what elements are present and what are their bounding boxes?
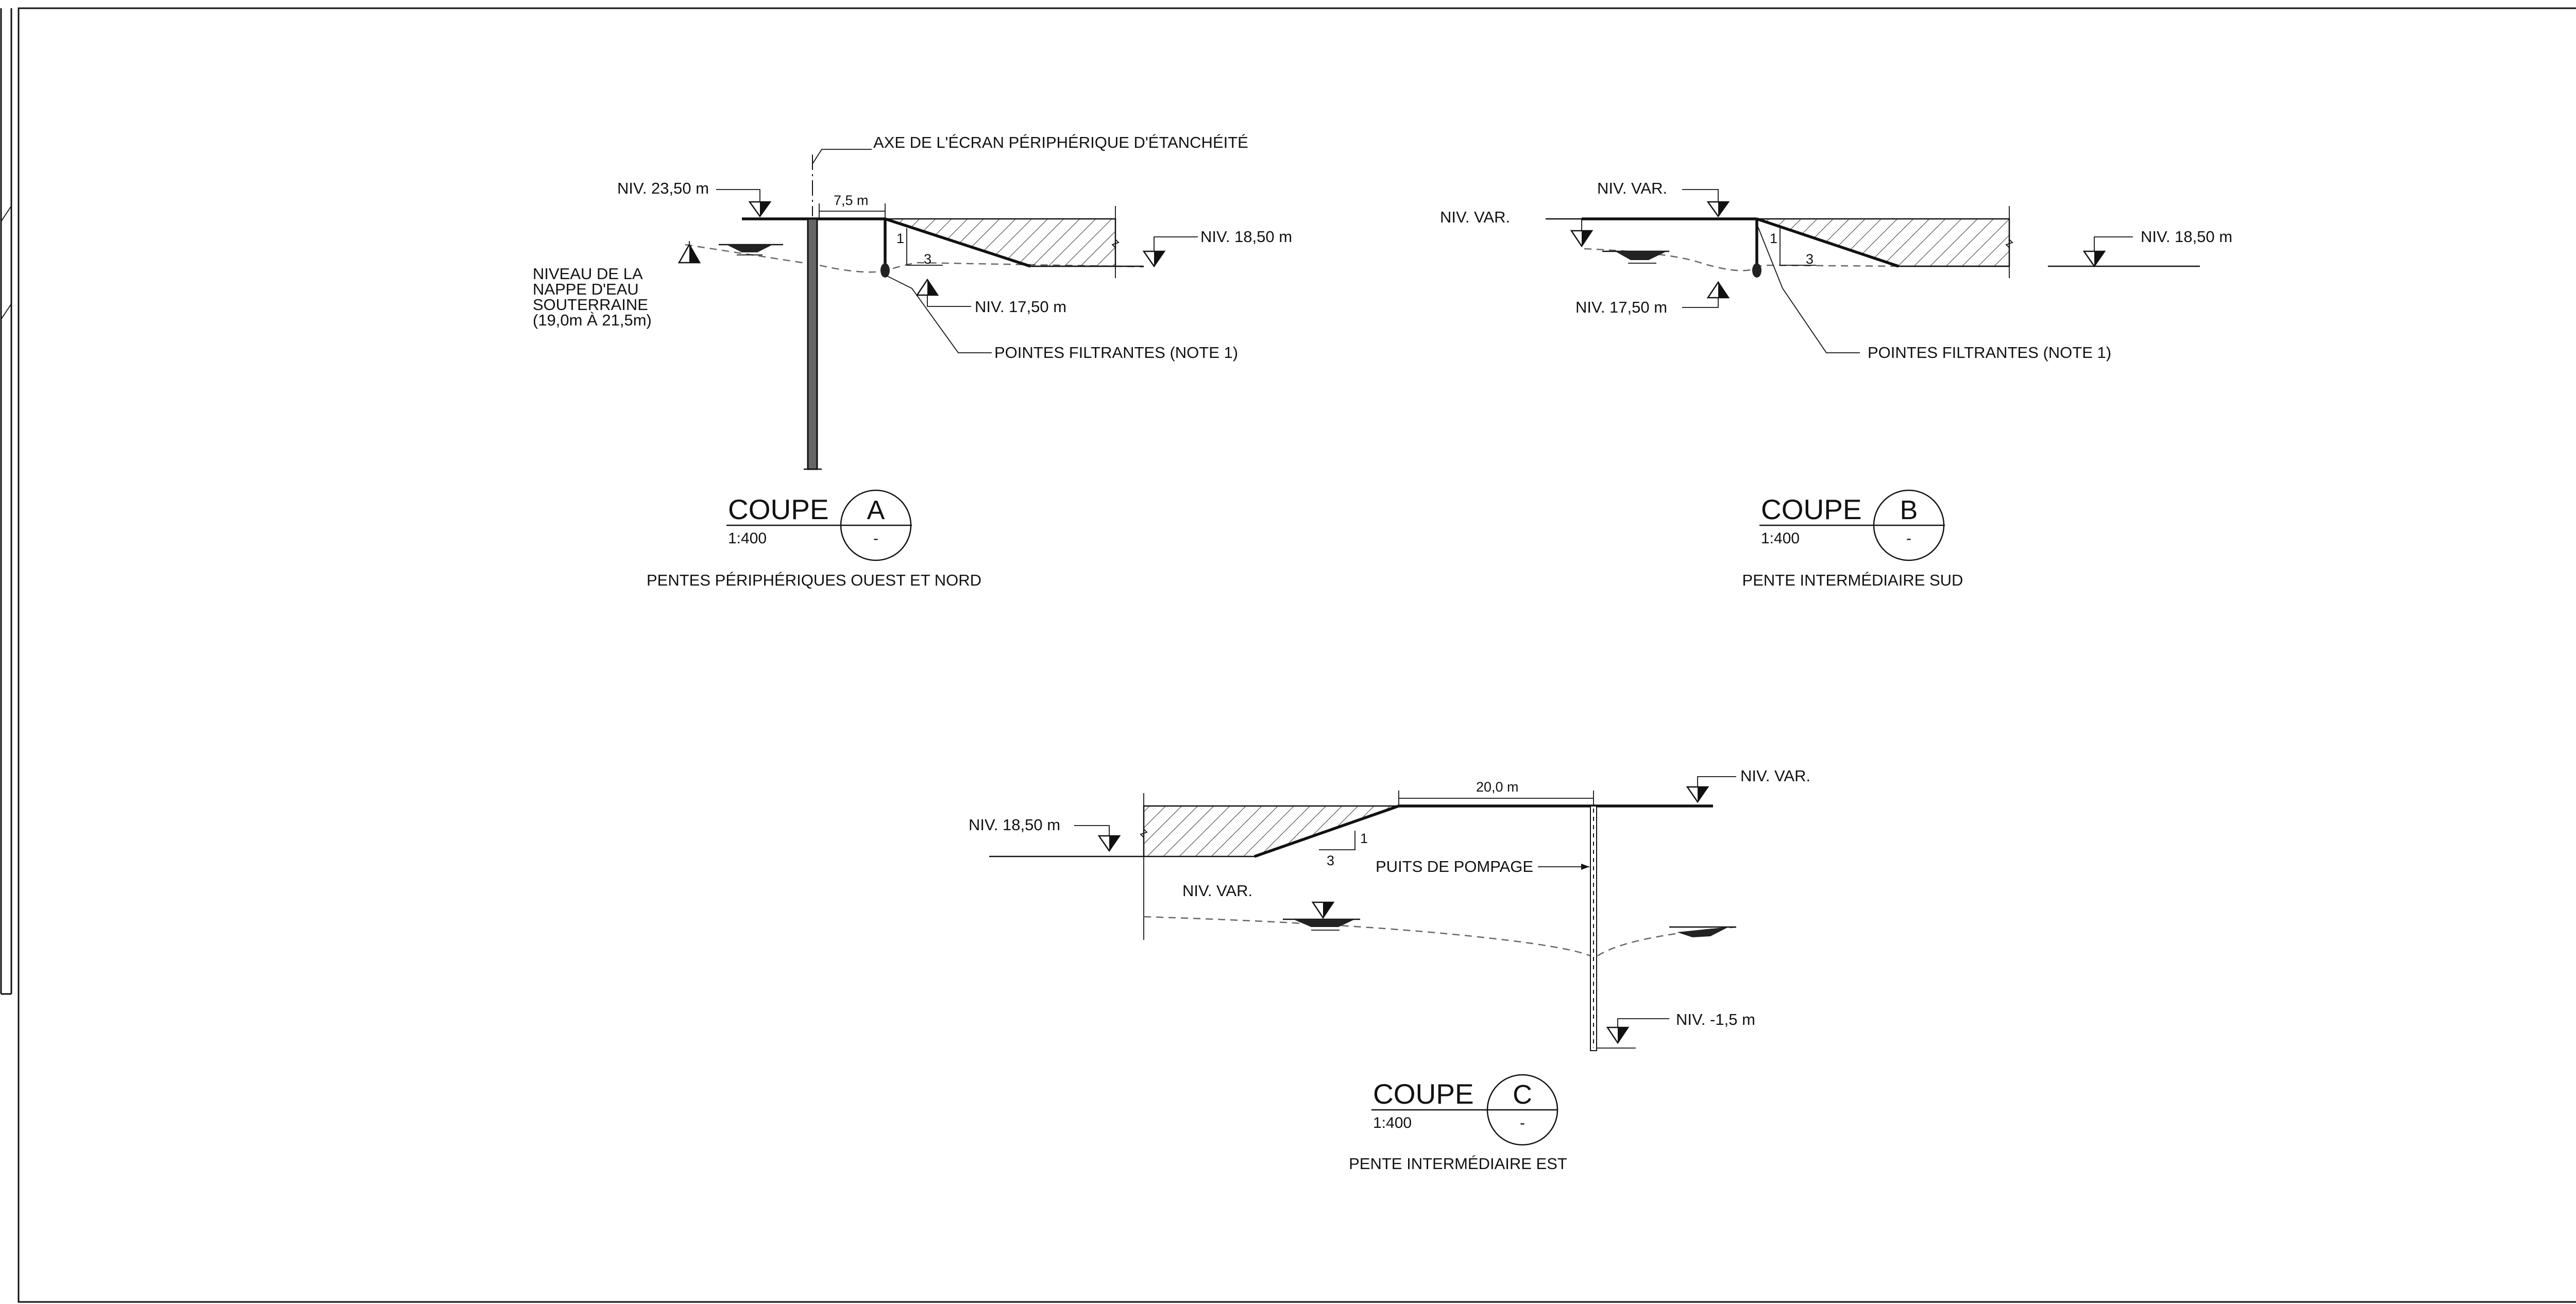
slope-v: 1 [896, 231, 904, 246]
water-table-line [1143, 916, 1737, 959]
section-bubble [1873, 489, 1945, 561]
water-level-label: NIV. VAR. [1182, 882, 1252, 900]
coupe-title: COUPE [728, 493, 829, 525]
coupe-title: COUPE [1761, 493, 1862, 525]
section-letter: B [1900, 495, 1918, 525]
section-ref: - [1520, 1114, 1525, 1131]
section-subtitle: PENTES PÉRIPHÉRIQUES OUEST ET NORD [647, 571, 981, 589]
section-subtitle: PENTE INTERMÉDIAIRE SUD [1742, 571, 1963, 589]
section-scale: 1:400 [1761, 530, 1800, 547]
level-bottom-label: NIV. 17,50 m [975, 298, 1066, 316]
level-left-label: NIV. 18,50 m [969, 816, 1060, 834]
well-note: PUITS DE POMPAGE [1376, 857, 1533, 876]
coupe-title: COUPE [1373, 1078, 1474, 1110]
section-bubble [1486, 1074, 1558, 1146]
slope-h: 3 [924, 251, 931, 267]
soil-hatch [885, 218, 1116, 267]
level-top-label: NIV. 23,50 m [617, 179, 709, 197]
slope-v: 1 [1360, 831, 1368, 846]
section-scale: 1:400 [728, 530, 767, 547]
water-symbol-icon [1602, 250, 1669, 264]
slope-h: 3 [1327, 853, 1334, 868]
soil-hatch [1756, 218, 2010, 267]
wellpoint-icon [1752, 263, 1761, 278]
section-scale: 1:400 [1373, 1114, 1412, 1131]
level-right-label: NIV. 18,50 m [1200, 228, 1292, 246]
level-bottom-label: NIV. -1,5 m [1676, 1010, 1755, 1028]
slope-h: 3 [1806, 251, 1814, 267]
section-letter: C [1513, 1080, 1532, 1110]
section-a: AXE DE L'ÉCRAN PÉRIPHÉRIQUE D'ÉTANCHÉITÉ… [533, 133, 1292, 589]
section-subtitle: PENTE INTERMÉDIAIRE EST [1349, 1155, 1567, 1173]
wellpoints-note: POINTES FILTRANTES (NOTE 1) [994, 344, 1238, 362]
section-c: 20,0 m NIV. 18,50 m NIV. VAR. 1 3 PUITS … [969, 767, 1810, 1173]
water-symbol-icon [1669, 926, 1736, 937]
axis-note: AXE DE L'ÉCRAN PÉRIPHÉRIQUE D'ÉTANCHÉITÉ [873, 133, 1248, 151]
water-symbol-icon [719, 244, 783, 255]
level-top-label: NIV. VAR. [1597, 179, 1667, 197]
level-right-label: NIV. VAR. [1740, 767, 1810, 785]
level-left-label: NIV. VAR. [1440, 208, 1510, 226]
water-table-note: NIVEAU DE LA NAPPE D'EAU SOUTERRAINE (19,0m… [533, 265, 652, 329]
dimension-7-5: 7,5 m [834, 193, 869, 208]
wellpoints-note: POINTES FILTRANTES (NOTE 1) [1868, 344, 2111, 362]
cutoff-wall [807, 218, 818, 470]
wellpoint-icon [880, 263, 890, 278]
dimension-20-0: 20,0 m [1476, 779, 1519, 795]
section-ref: - [873, 530, 878, 547]
water-symbol-icon [1283, 918, 1360, 931]
level-bottom-label: NIV. 17,50 m [1575, 298, 1667, 316]
section-b: NIV. VAR. NIV. VAR. NIV. 18,50 m 1 3 POI… [1440, 179, 2232, 589]
level-right-label: NIV. 18,50 m [2141, 228, 2232, 246]
section-ref: - [1906, 530, 1911, 547]
slope-v: 1 [1770, 231, 1777, 246]
section-bubble [840, 489, 912, 561]
section-letter: A [867, 495, 885, 525]
sheet-border [0, 7, 2576, 1303]
